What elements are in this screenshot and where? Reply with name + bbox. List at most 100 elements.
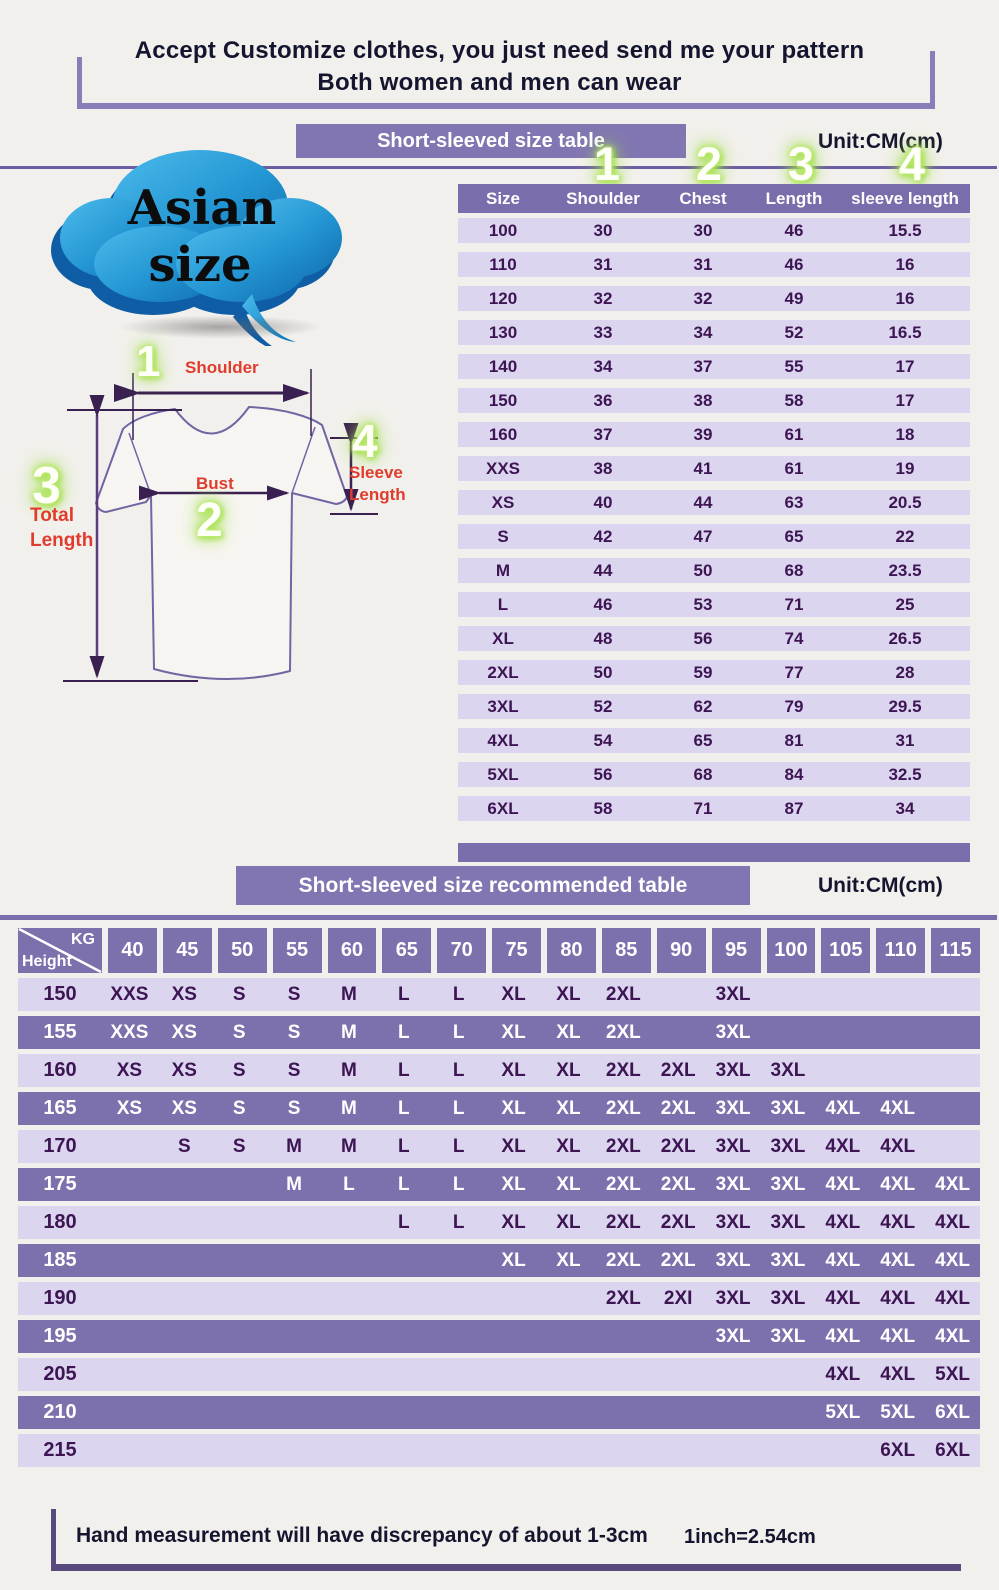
size-table-cell: 38 xyxy=(693,390,713,410)
recommended-size-cell: S xyxy=(287,1097,301,1119)
recommended-size-cell: XL xyxy=(501,1135,526,1157)
recommended-table-row: 190 2XL 2XI 3XL 3XL 4XL 4XL 4XL xyxy=(18,1282,980,1315)
size-table-title: Short-sleeved size table xyxy=(296,124,686,158)
recommended-size-cell: 2XL xyxy=(605,1059,641,1081)
size-table-cell: 31 xyxy=(895,730,915,750)
size-table-bottom-bar xyxy=(458,843,970,862)
height-row-header: 205 xyxy=(43,1363,77,1385)
size-table-cell: 50 xyxy=(593,662,613,682)
recommended-size-cell: 4XL xyxy=(880,1135,916,1157)
size-table-row: XL 48 56 74 26.5 xyxy=(458,626,970,651)
size-table-cell: 34 xyxy=(693,322,713,342)
recommended-size-cell: XXS xyxy=(110,983,149,1005)
recommended-size-cell: 3XL xyxy=(715,1059,751,1081)
header-line-1: Accept Customize clothes, you just need … xyxy=(134,37,865,64)
size-table-cell: 48 xyxy=(593,628,613,648)
recommended-size-cell: 4XL xyxy=(825,1325,861,1347)
height-row-header: 160 xyxy=(43,1059,77,1081)
recommended-size-cell: XL xyxy=(501,1097,526,1119)
size-table-cell: 32.5 xyxy=(888,764,922,784)
size-table-marker-2: 2 xyxy=(695,137,723,190)
size-table-unit: Unit:CM(cm) xyxy=(818,130,943,153)
recommended-size-cell: 4XL xyxy=(880,1363,916,1385)
size-table-row: 6XL 58 71 87 34 xyxy=(458,796,970,821)
recommended-size-cell: 3XL xyxy=(715,1287,751,1309)
recommended-size-cell: XL xyxy=(501,1211,526,1233)
size-table-cell: 31 xyxy=(593,254,613,274)
size-table-cell: 16 xyxy=(895,254,915,274)
separator-line-bottom xyxy=(0,915,997,920)
recommended-size-cell: 4XL xyxy=(880,1325,916,1347)
size-table-cell: 52 xyxy=(593,696,613,716)
size-table-cell: 55 xyxy=(784,356,804,376)
recommended-size-cell: L xyxy=(452,1211,465,1233)
size-table-cell: 49 xyxy=(784,288,804,308)
recommended-size-cell: 3XL xyxy=(770,1059,806,1081)
size-table-cell: 54 xyxy=(593,730,613,750)
recommended-size-cell: 2XL xyxy=(660,1173,696,1195)
recommended-size-cell: M xyxy=(286,1135,302,1157)
recommended-size-cell: XL xyxy=(556,1211,581,1233)
recommended-size-cell: 5XL xyxy=(880,1401,916,1423)
size-table-cell: 31 xyxy=(693,254,713,274)
recommended-size-cell: 2XL xyxy=(605,1287,641,1309)
weight-column-header: 45 xyxy=(162,928,212,973)
size-table-row: S 42 47 65 22 xyxy=(458,524,970,549)
size-table-column-header: Size xyxy=(485,188,521,208)
recommended-size-cell: XS xyxy=(116,1059,143,1081)
size-table-column-header: Shoulder xyxy=(566,188,640,208)
weight-column-header: 115 xyxy=(931,928,980,973)
recommended-size-cell: 3XL xyxy=(715,1097,751,1119)
weight-column-header: 70 xyxy=(437,928,487,973)
recommended-size-cell: 2XL xyxy=(605,1173,641,1195)
size-table-cell: 130 xyxy=(488,322,518,342)
height-row-header: 215 xyxy=(43,1439,77,1461)
recommended-table-row: 210 5XL 5XL 6XL xyxy=(18,1396,980,1429)
footer-bracket-bottom xyxy=(51,1564,961,1571)
recommended-size-cell: 2XI xyxy=(663,1287,693,1309)
size-table-cell: 40 xyxy=(593,492,613,512)
asian-size-cloud-graphic: Asian size xyxy=(51,150,342,346)
recommended-size-cell: 6XL xyxy=(935,1439,970,1461)
size-table-cell: XL xyxy=(492,628,514,648)
recommended-size-cell: 2XL xyxy=(660,1097,696,1119)
diagram-marker-2: 2 xyxy=(196,494,223,547)
recommended-size-cell: L xyxy=(398,1173,410,1195)
header-bracket-right xyxy=(930,51,935,103)
recommended-size-cell: 6XL xyxy=(880,1439,916,1461)
recommended-size-cell: L xyxy=(398,983,410,1005)
size-table-cell: 44 xyxy=(693,492,713,512)
recommended-size-cell: 2XL xyxy=(605,1097,641,1119)
recommended-size-cell: L xyxy=(452,1135,465,1157)
size-table-row: 120 32 32 49 16 xyxy=(458,286,970,311)
size-table-row: L 46 53 71 25 xyxy=(458,592,970,617)
recommended-size-cell: S xyxy=(232,1135,246,1157)
recommended-size-cell: 4XL xyxy=(880,1097,916,1119)
weight-column-header: 100 xyxy=(766,928,816,973)
recommended-size-cell: 3XL xyxy=(770,1287,806,1309)
recommended-size-cell: 4XL xyxy=(825,1363,861,1385)
recommended-size-cell: L xyxy=(452,1173,465,1195)
size-table-cell: 46 xyxy=(784,254,804,274)
recommended-size-cell: XS xyxy=(171,983,197,1005)
recommended-size-cell: 4XL xyxy=(825,1097,861,1119)
size-table-cell: 17 xyxy=(895,356,915,376)
height-row-header: 150 xyxy=(43,983,77,1005)
size-table-cell: 15.5 xyxy=(888,220,922,240)
recommended-size-cell: 5XL xyxy=(825,1401,861,1423)
size-table-cell: 87 xyxy=(784,798,804,818)
size-table-row: 160 37 39 61 18 xyxy=(458,422,970,447)
recommended-size-cell: 4XL xyxy=(935,1249,970,1271)
recommended-size-cell: XS xyxy=(171,1059,197,1081)
size-table-marker-1: 1 xyxy=(593,137,621,190)
size-table-cell: 150 xyxy=(488,390,518,410)
size-table-row: 140 34 37 55 17 xyxy=(458,354,970,379)
size-table-cell: 33 xyxy=(593,322,613,342)
weight-column-header: 50 xyxy=(217,928,267,973)
size-table-cell: 84 xyxy=(784,764,804,784)
size-table-row: 2XL 50 59 77 28 xyxy=(458,660,970,685)
recommended-size-cell: 4XL xyxy=(825,1249,861,1271)
corner-kg-label: KG xyxy=(71,931,95,948)
size-table-cell: 68 xyxy=(693,764,713,784)
